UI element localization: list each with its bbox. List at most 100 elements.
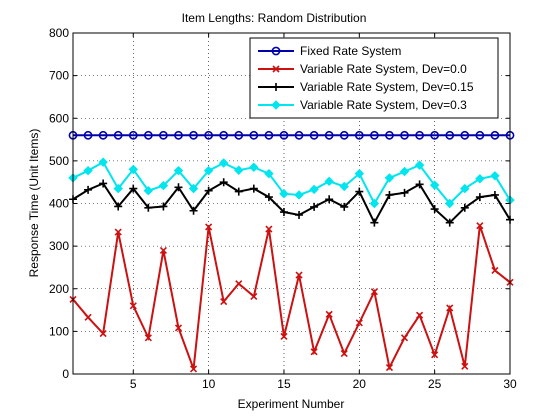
data-point <box>250 292 258 300</box>
data-point <box>114 228 122 236</box>
data-point <box>143 130 153 140</box>
legend-label: Variable Rate System, Dev=0.3 <box>300 98 467 112</box>
data-point <box>491 266 499 274</box>
data-point <box>99 329 107 338</box>
data-point <box>189 206 198 215</box>
data-point <box>475 130 485 140</box>
data-point <box>339 181 349 192</box>
data-point <box>189 130 198 140</box>
data-point <box>174 183 183 192</box>
x-tick-label: 30 <box>503 377 517 391</box>
data-point <box>114 202 123 211</box>
data-point <box>475 174 485 184</box>
data-point <box>128 130 138 140</box>
data-point <box>264 193 273 202</box>
data-point <box>98 130 108 140</box>
data-point <box>98 157 108 167</box>
data-point <box>430 205 439 214</box>
data-point <box>354 130 364 140</box>
data-point <box>310 202 319 211</box>
data-point <box>415 130 424 140</box>
data-point <box>310 348 318 356</box>
data-point <box>234 130 244 140</box>
data-point <box>445 130 455 140</box>
data-point <box>84 185 93 194</box>
series-layer <box>68 130 515 373</box>
legend-label: Variable Rate System, Dev=0.15 <box>300 80 474 94</box>
data-point <box>294 130 304 140</box>
data-point <box>309 130 319 140</box>
legend-item: Variable Rate System, Dev=0.3 <box>258 98 467 112</box>
data-point <box>219 130 229 140</box>
legend-swatch-marker <box>271 100 281 110</box>
data-point <box>295 271 303 279</box>
data-point <box>218 158 229 168</box>
data-point <box>309 184 319 195</box>
data-point <box>384 173 395 183</box>
data-point <box>460 130 470 140</box>
data-point <box>429 180 440 190</box>
data-point <box>159 202 168 211</box>
data-point <box>325 195 334 204</box>
data-point <box>369 198 380 209</box>
series-line <box>72 225 511 371</box>
data-point <box>219 178 228 187</box>
y-axis-label: Response Time (Unit Items) <box>27 129 41 278</box>
legend-swatch-marker <box>271 46 281 56</box>
data-point <box>414 160 425 170</box>
data-point <box>158 180 169 191</box>
y-tick-label: 800 <box>49 26 69 40</box>
data-point <box>490 171 500 181</box>
data-point <box>460 203 469 212</box>
data-point <box>280 332 288 341</box>
data-point <box>113 130 123 140</box>
data-point <box>204 186 213 195</box>
data-point <box>249 130 259 140</box>
data-point <box>400 130 409 140</box>
series-1 <box>68 130 515 140</box>
x-tick-label: 20 <box>353 377 367 391</box>
data-point <box>325 310 333 318</box>
data-point <box>339 130 349 140</box>
data-point <box>490 130 500 140</box>
y-tick-label: 400 <box>49 197 69 211</box>
data-point <box>234 165 244 175</box>
series-3 <box>69 178 514 227</box>
x-tick-label: 15 <box>277 377 291 391</box>
legend-item: Variable Rate System, Dev=0.15 <box>258 80 474 94</box>
data-point <box>354 168 365 179</box>
y-tick-label: 100 <box>49 324 69 338</box>
data-point <box>445 198 455 209</box>
data-point <box>128 164 138 175</box>
data-point <box>446 304 454 312</box>
x-tick-label: 10 <box>202 377 216 391</box>
data-point <box>279 208 288 217</box>
y-tick-label: 0 <box>62 367 69 381</box>
data-point <box>490 190 499 199</box>
chart-title: Item Lengths: Random Distribution <box>182 11 367 25</box>
data-point <box>205 223 213 231</box>
data-point <box>400 334 409 342</box>
data-point <box>174 324 183 332</box>
data-point <box>324 176 334 187</box>
legend-label: Fixed Rate System <box>300 44 401 58</box>
data-point <box>204 130 214 140</box>
data-point <box>174 130 183 140</box>
series-line <box>72 160 511 206</box>
data-point <box>385 364 394 372</box>
data-point <box>399 166 410 177</box>
data-point <box>143 186 154 196</box>
data-point <box>203 165 214 176</box>
legend-item: Fixed Rate System <box>258 44 401 58</box>
data-point <box>189 365 198 373</box>
data-point <box>99 179 108 188</box>
data-point <box>113 183 123 194</box>
data-point <box>475 193 484 202</box>
data-point <box>83 130 93 140</box>
x-axis-label: Experiment Number <box>238 397 345 411</box>
data-point <box>370 288 378 296</box>
data-point <box>234 187 243 196</box>
y-tick-label: 300 <box>49 239 69 253</box>
y-tick-label: 600 <box>49 111 69 125</box>
